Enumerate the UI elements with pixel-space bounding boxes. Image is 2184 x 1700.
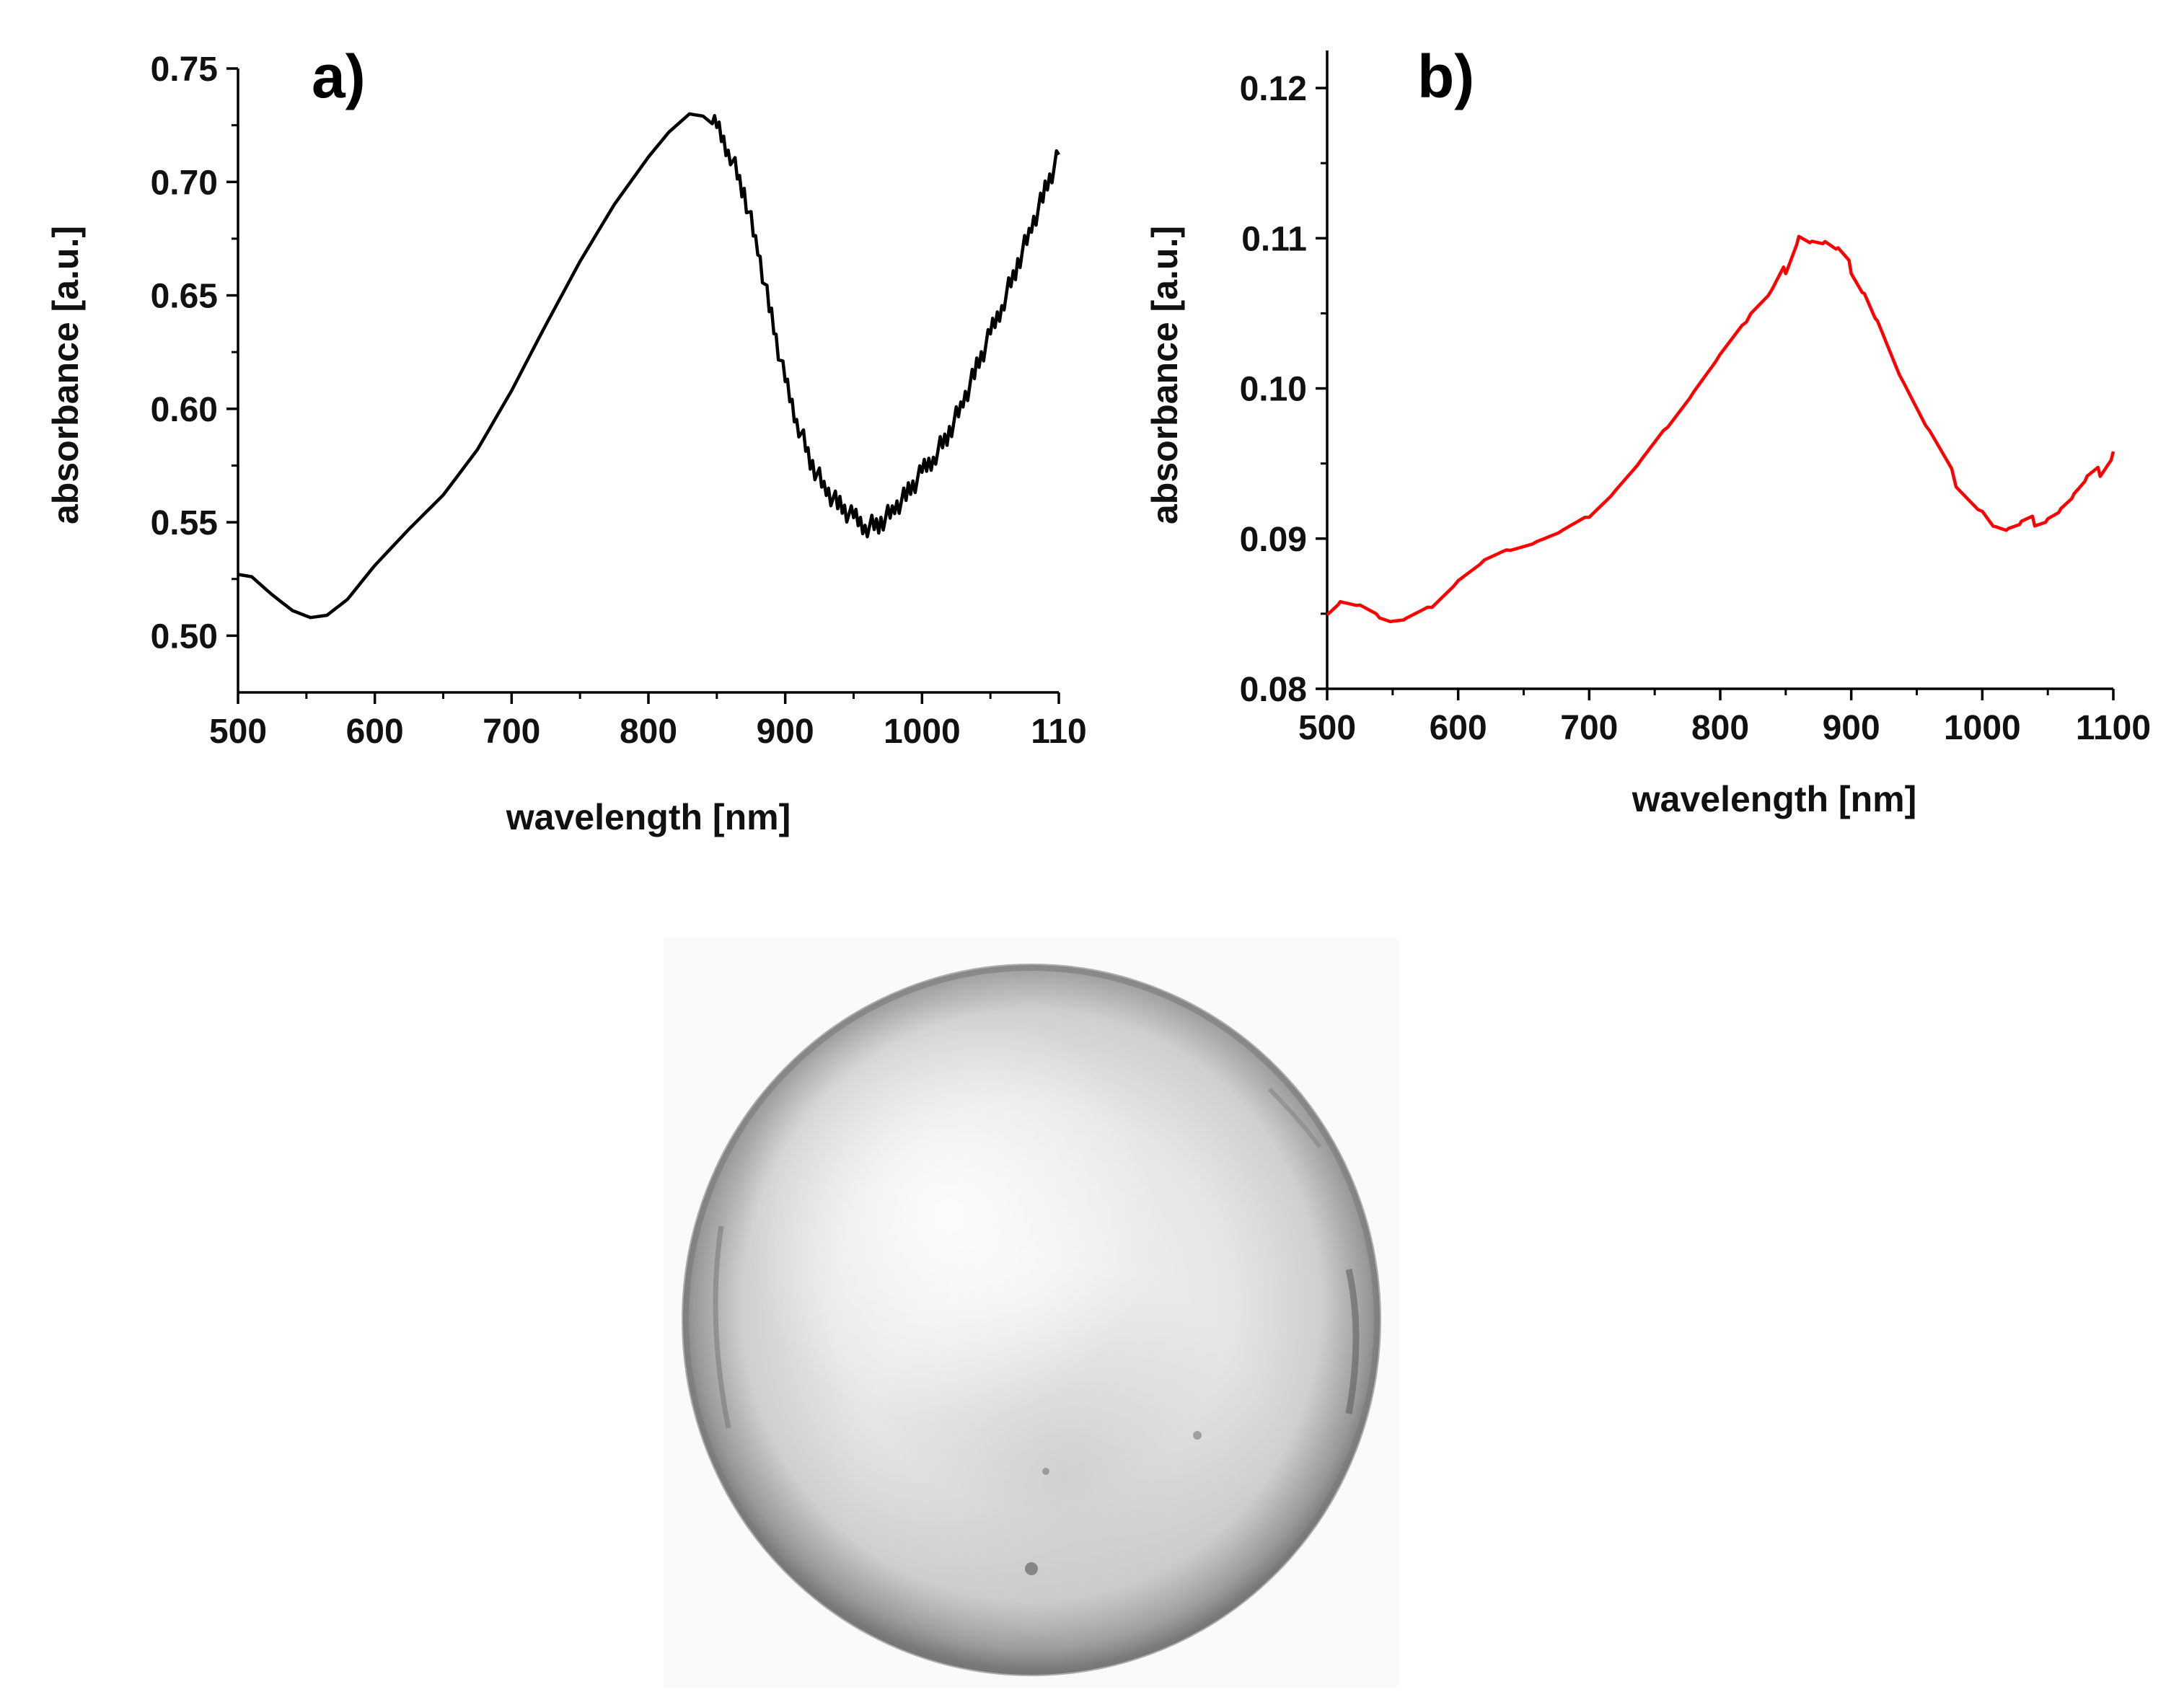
x-tick-label: 900 xyxy=(757,713,814,751)
y-tick-label: 0.11 xyxy=(1241,220,1307,258)
x-tick-label: 700 xyxy=(1560,709,1618,747)
panel-b: b) 500 600 700 800 900 1000 1100 0.080.090.100… xyxy=(1145,43,2151,819)
x-tick-label: 500 xyxy=(209,713,267,751)
y-tick-label: 0.55 xyxy=(151,504,218,542)
panel-a-absorbance-line xyxy=(237,112,1060,620)
y-tick-label: 0.75 xyxy=(151,50,218,89)
y-tick-label: 0.70 xyxy=(151,164,218,202)
panel-b-x-axis-label: wavelength [nm] xyxy=(1632,779,1916,819)
panel-a-axes xyxy=(237,69,1059,694)
panel-c: c) xyxy=(664,938,1399,1688)
bead-photo-icon xyxy=(664,938,1399,1688)
y-tick-label: 0.08 xyxy=(1240,671,1307,709)
panel-a-y-ticks: 0.50 0.55 0.60 0.65 0.70 0.75 xyxy=(151,50,238,656)
x-tick-label: 800 xyxy=(620,713,677,751)
x-tick-label: 110 xyxy=(1031,713,1086,751)
panel-a-label: a) xyxy=(312,43,366,110)
y-tick-label: 0.50 xyxy=(151,617,218,656)
panel-b-x-ticks: 500 600 700 800 900 1000 1100 xyxy=(1298,689,2151,747)
panel-a-x-axis-label: wavelength [nm] xyxy=(506,797,791,837)
panel-a-y-axis-label: absorbance [a.u.] xyxy=(45,226,86,524)
panel-b-y-axis-label: absorbance [a.u.] xyxy=(1145,226,1185,524)
panel-a: a) 500 600 700 800 900 1000 110 0.500.550.600.… xyxy=(45,43,1087,837)
x-tick-label: 600 xyxy=(346,713,404,751)
x-tick-label: 800 xyxy=(1691,709,1749,747)
y-tick-label: 0.10 xyxy=(1240,371,1307,409)
y-tick-label: 0.09 xyxy=(1240,521,1307,559)
x-tick-label: 1100 xyxy=(2076,709,2151,747)
panel-b-y-ticks: 0.08 0.09 0.10 0.11 0.12 xyxy=(1240,70,1327,709)
y-tick-label: 0.65 xyxy=(151,278,218,316)
x-tick-label: 1000 xyxy=(1944,709,2021,747)
panel-b-absorbance-line xyxy=(1326,234,2115,624)
x-tick-label: 500 xyxy=(1298,709,1356,747)
y-tick-label: 0.12 xyxy=(1240,70,1307,108)
x-tick-label: 900 xyxy=(1823,709,1880,747)
panel-a-x-ticks: 500 600 700 800 900 1000 110 xyxy=(209,692,1087,751)
panel-b-label: b) xyxy=(1417,43,1474,110)
x-tick-label: 1000 xyxy=(884,713,961,751)
x-tick-label: 700 xyxy=(483,713,540,751)
x-tick-label: 600 xyxy=(1430,709,1487,747)
y-tick-label: 0.60 xyxy=(151,391,218,429)
